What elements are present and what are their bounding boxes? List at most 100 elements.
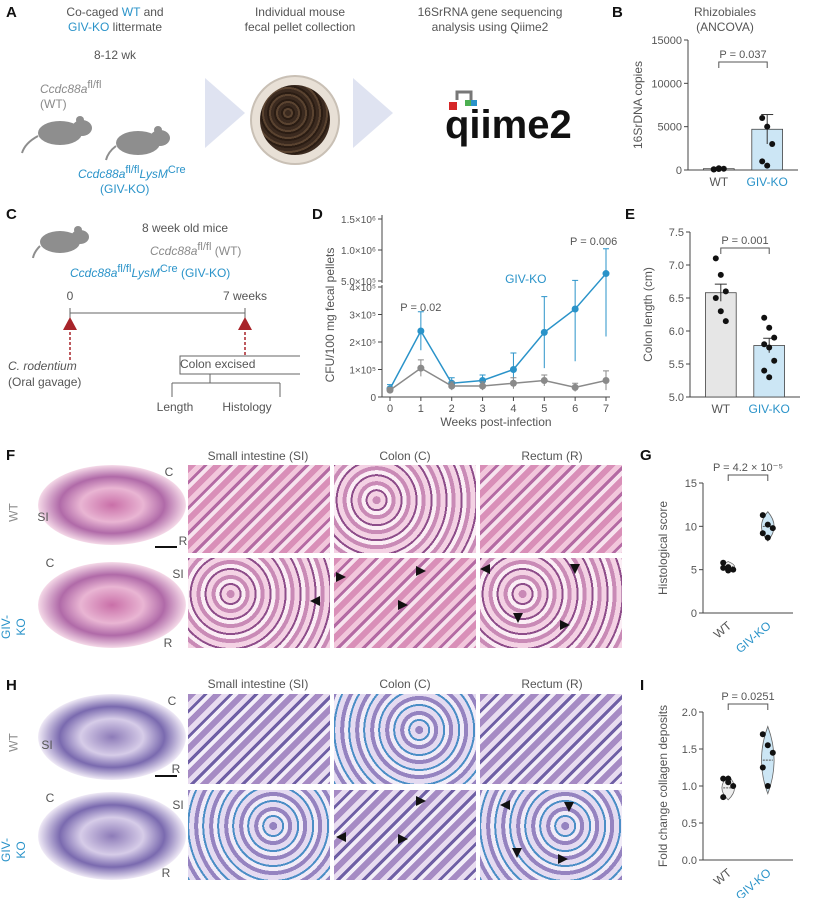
arrowhead-icon [416, 566, 426, 576]
h-mark-r: R [171, 762, 181, 776]
arrowhead-icon [570, 564, 580, 574]
y-axis-label: 16SrDNA copies [631, 61, 645, 149]
panel-label-f: F [6, 447, 16, 464]
y-tick-label: 10000 [651, 78, 682, 90]
data-point [764, 162, 771, 169]
data-point [771, 357, 778, 364]
h-mark-si-ko: SI [172, 798, 184, 812]
c-route: (Oral gavage) [8, 375, 82, 389]
wt-gene: Ccdc88a [40, 82, 88, 96]
data-point [766, 344, 773, 351]
arrowhead-icon [310, 596, 320, 606]
step3-line1: 16SrRNA gene sequencing [417, 5, 563, 19]
data-point [720, 775, 727, 782]
x-tick-label: WT [709, 175, 728, 189]
c-mice-text: 8 week old mice [141, 221, 229, 235]
c-ko-label: (GIV-KO) [180, 266, 231, 280]
data-point [759, 530, 766, 537]
data-point [602, 270, 610, 278]
panel-label-h: H [6, 677, 17, 694]
caged-litter: littermate [109, 20, 163, 34]
step2-line2: fecal pellet collection [244, 20, 356, 34]
y-tick-label: 4×10⁵ [349, 283, 376, 294]
arrowhead-icon [558, 854, 568, 864]
ko-gene: Ccdc88a [78, 167, 126, 181]
h-mark-r-ko: R [161, 866, 171, 880]
data-point [571, 383, 579, 391]
h-wt-r-image [480, 694, 622, 784]
data-point [764, 123, 771, 130]
y-axis-label: Histological score [656, 501, 670, 595]
p-value-label: P = 0.0251 [721, 691, 774, 703]
scale-bar [155, 546, 177, 548]
h-row-wt: WT [6, 733, 21, 752]
data-point [761, 367, 768, 374]
scale-bar [155, 775, 177, 777]
p-value-label: P = 0.001 [721, 235, 768, 247]
arrowhead-icon [500, 800, 510, 810]
f-mark-si-ko: SI [172, 567, 184, 581]
data-point [766, 324, 773, 331]
data-point [710, 166, 717, 173]
chart-e: 5.0 5.5 6.0 6.5 7.0 7.5 Colon length (cm) WT GIV… [641, 227, 800, 416]
h-wt-c-image [334, 694, 476, 784]
f-mark-c-ko: C [45, 556, 55, 570]
ko-gene2: LysM [139, 167, 168, 181]
data-point [722, 318, 729, 325]
x-tick-label: WT [711, 865, 735, 888]
age-text: 8-12 wk [93, 48, 137, 62]
arrowhead-icon [480, 564, 490, 574]
ko-sup: fl/fl [125, 164, 140, 176]
x-axis-label: Weeks post-infection [440, 415, 551, 429]
h-arrowheads [336, 796, 574, 864]
data-point [602, 377, 610, 384]
step3-text: 16SrRNA gene sequencing analysis using Qi… [405, 5, 575, 35]
y-tick-label: 0.0 [682, 855, 697, 867]
data-point [540, 377, 548, 384]
triangle-marker-icon [63, 317, 77, 330]
arrowhead-icon [398, 834, 408, 844]
arrow-right-icon [353, 78, 393, 148]
f-ko-c-image [334, 558, 476, 648]
chart-i: 0.0 0.5 1.0 1.5 2.0 Fold change collagen depo… [656, 691, 793, 898]
arrowhead-icon [336, 572, 346, 582]
y-tick-label: 2×10⁵ [349, 338, 376, 349]
caged-part: Co-caged [66, 5, 122, 19]
data-point [764, 742, 771, 749]
data-point [571, 305, 579, 313]
c-wt-genotype: Ccdc88afl/fl (WT) [150, 240, 290, 259]
c-wt-sup: fl/fl [197, 241, 212, 253]
h-row-ko: GIV-KO [0, 838, 28, 863]
y-tick-label: 0.5 [682, 818, 697, 830]
c-ko-sup: fl/fl [117, 263, 132, 275]
f-mark-r: R [178, 534, 188, 548]
data-point [761, 341, 768, 348]
mouse-icon [32, 226, 89, 259]
h-col-si: Small intestine (SI) [207, 677, 309, 691]
significance-bracket [720, 247, 770, 254]
y-tick-label: 0 [370, 393, 376, 404]
y-tick-label: 7.5 [669, 227, 684, 239]
data-point [509, 379, 517, 387]
data-point [725, 775, 732, 782]
wt-genotype: Ccdc88afl/fl (WT) [40, 78, 130, 112]
x-tick-label: 4 [510, 403, 516, 415]
panel-label-a: A [6, 4, 17, 21]
y-tick-label: 1.0×10⁶ [341, 246, 376, 257]
panel-label-c: C [6, 206, 17, 223]
data-point [730, 566, 737, 573]
y-tick-label: 3×10⁵ [349, 311, 376, 322]
x-tick-label: WT [711, 402, 730, 416]
data-point [761, 314, 768, 321]
y-tick-label: 1.5×10⁶ [341, 215, 376, 226]
data-point [725, 567, 732, 574]
caged-ko: GIV-KO [67, 20, 110, 34]
data-point [764, 783, 771, 789]
caged-text: Co-caged WT and GIV-KO littermate [45, 5, 185, 35]
arrowhead-icon [398, 600, 408, 610]
f-ko-si-image [188, 558, 330, 648]
x-tick-label: 7 [603, 403, 609, 415]
f-wt-si-image [188, 465, 330, 553]
